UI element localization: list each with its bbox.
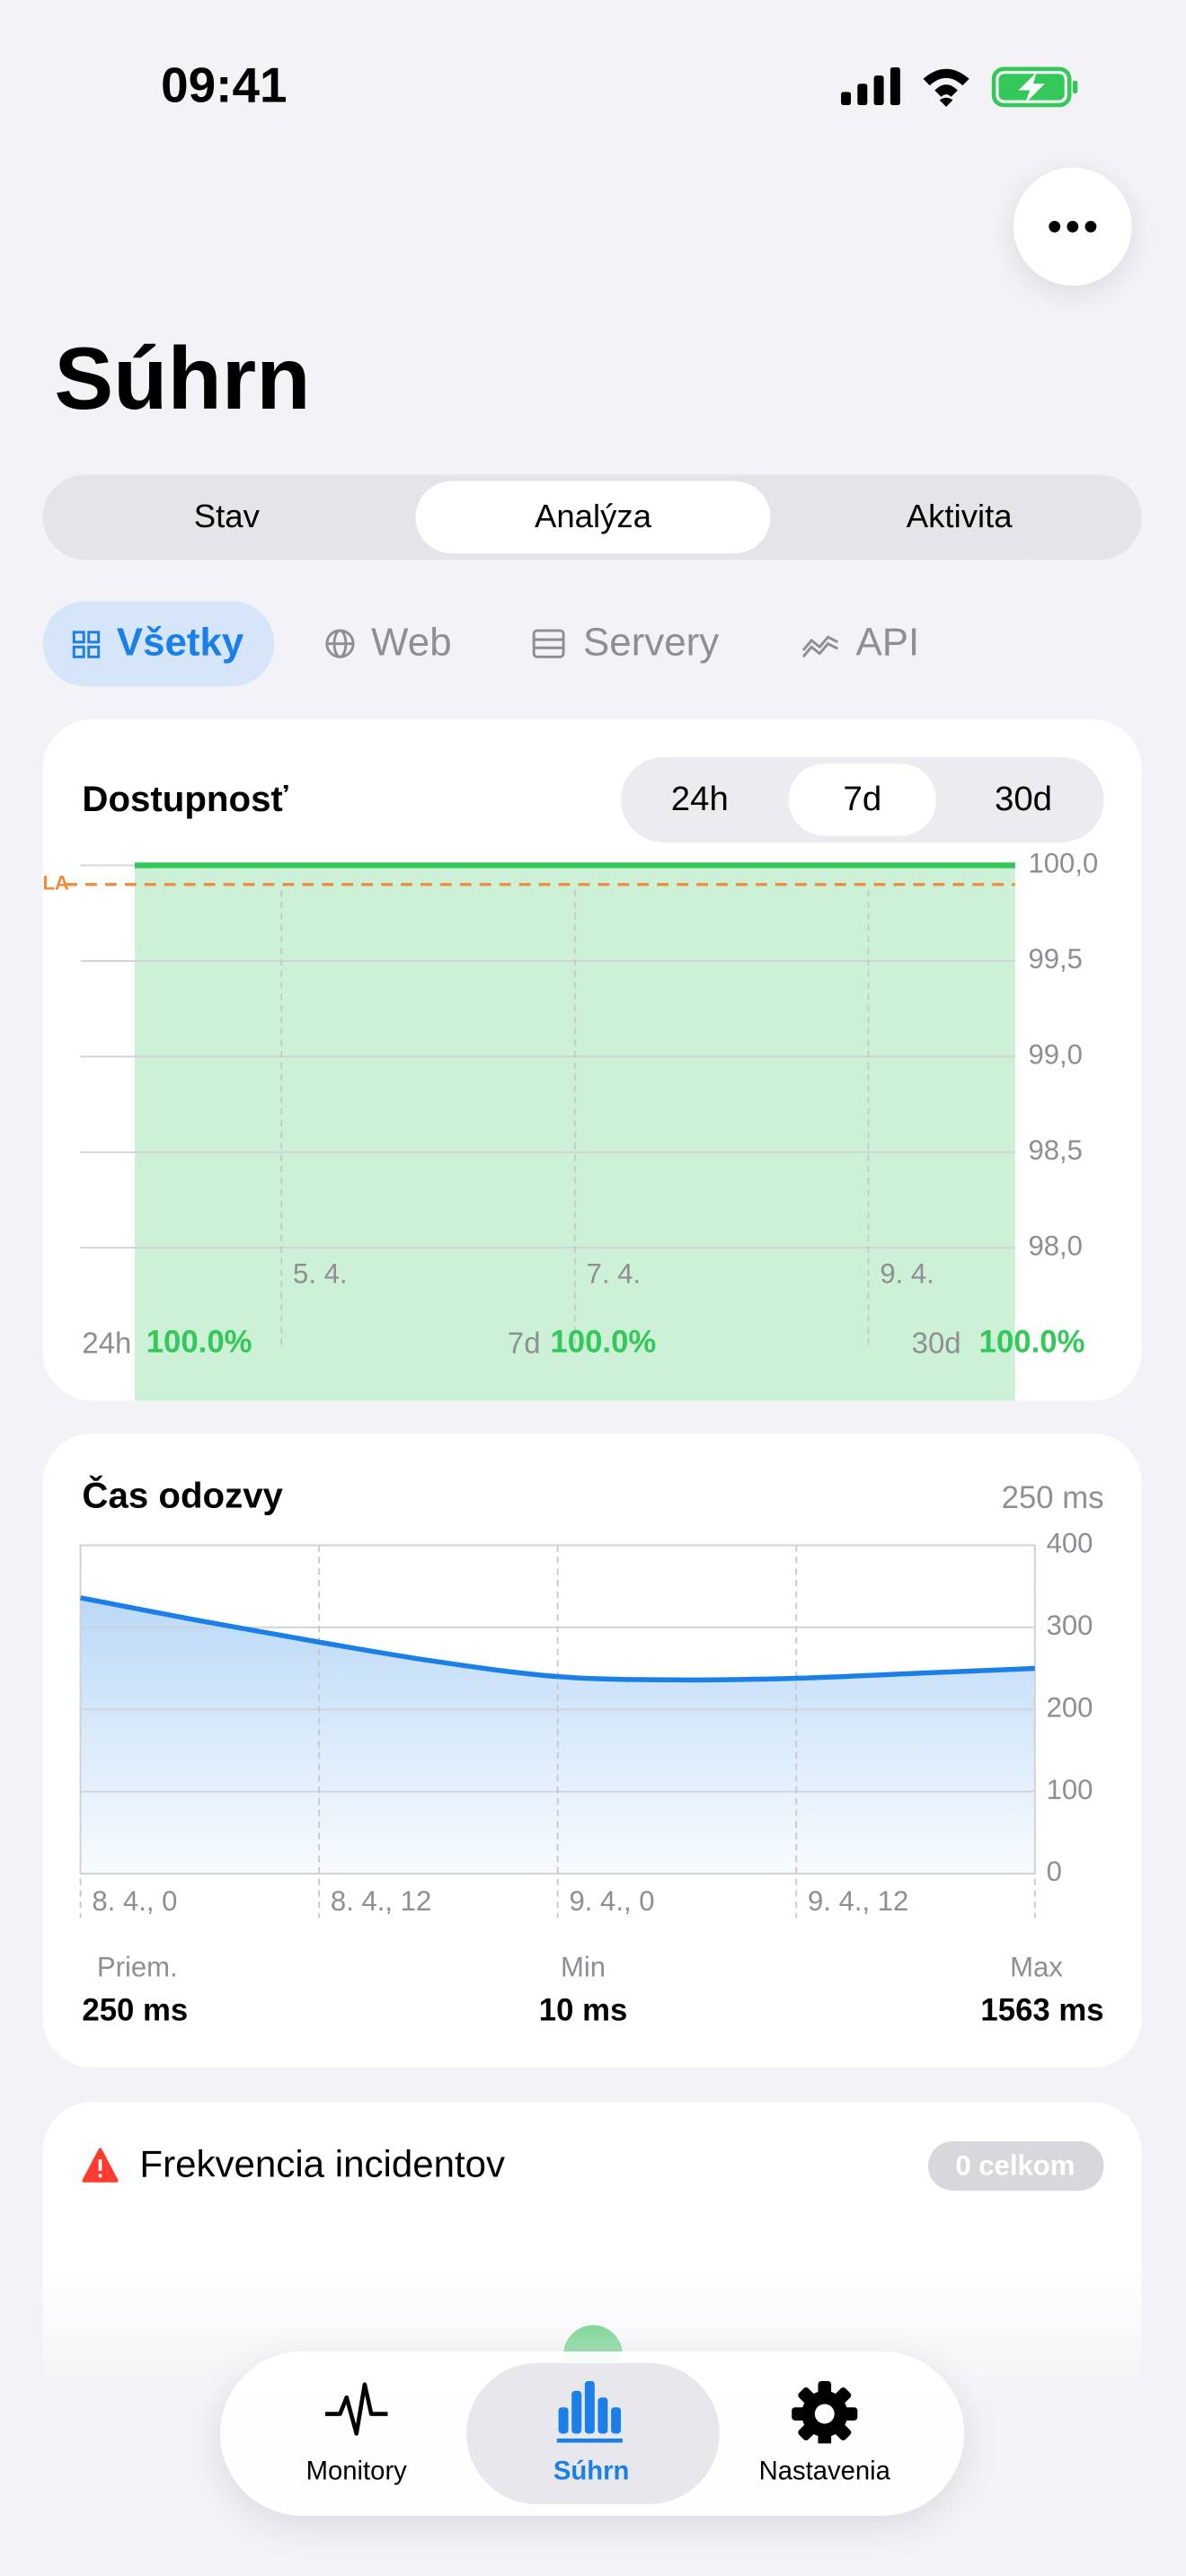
segment[interactable]: Aktivita — [906, 498, 1013, 536]
stat-value: 250 ms — [82, 1994, 189, 2029]
card-subtitle: 250 ms — [1001, 1481, 1104, 1517]
range[interactable]: 30d — [994, 781, 1053, 819]
plot-frame — [79, 1544, 1036, 1875]
x-tick-label: 5. 4. — [293, 1258, 347, 1290]
range[interactable]: 24h — [670, 781, 729, 819]
stat-label: Min — [560, 1951, 606, 1983]
stat-label: Priem. — [96, 1951, 178, 1983]
y-tick-label: 99,0 — [1028, 1039, 1083, 1071]
line — [80, 1595, 1035, 1683]
tab-label[interactable]: Súhrn — [553, 2457, 630, 2486]
filter[interactable]: Web — [371, 621, 452, 666]
y-tick-label: 400 — [1047, 1528, 1093, 1559]
range-selected — [788, 763, 937, 836]
card-title: Čas odozvy — [82, 1474, 283, 1516]
y-tick-label: 300 — [1047, 1610, 1093, 1641]
filter[interactable]: API — [855, 621, 920, 666]
y-tick-label: 98,5 — [1028, 1134, 1083, 1166]
response-card: 0 100 200 300 400 8. 4., 0 8. 4., 12 9. 4., 0 9.… — [42, 1434, 1142, 2068]
summary-label: 30d — [911, 1327, 961, 1360]
segment[interactable]: Stav — [193, 498, 260, 536]
more-button[interactable] — [1013, 167, 1132, 287]
warning-icon — [82, 2148, 119, 2183]
x-tick-label: 9. 4., 12 — [808, 1885, 908, 1917]
tab-label[interactable]: Monitory — [305, 2457, 407, 2486]
filter-icons — [72, 629, 355, 658]
response-chart: 0 100 200 300 400 8. 4., 0 8. 4., 12 9. 4., 0 9.… — [79, 1528, 1093, 1919]
summary-value: 100.0% — [978, 1326, 1085, 1361]
summary-label: 7d — [507, 1327, 541, 1360]
card-title: Frekvencia incidentov — [139, 2141, 506, 2185]
tab-icons — [324, 2380, 858, 2444]
filter[interactable]: Servery — [583, 621, 720, 666]
stat-value: 1563 ms — [980, 1994, 1104, 2029]
availability-card: 100,099,599,098,598,05. 4.7. 4.9. 4.SLA … — [42, 719, 1142, 1401]
card-title: Dostupnosť — [82, 778, 288, 820]
summary-value: 100.0% — [146, 1326, 252, 1361]
status-icons — [841, 66, 1078, 108]
x-tick-label: 9. 4., 0 — [569, 1885, 654, 1917]
summary-value: 100.0% — [550, 1326, 657, 1361]
tab-label[interactable]: Nastavenia — [758, 2457, 890, 2486]
y-tick-label: 98,0 — [1028, 1230, 1083, 1261]
x-tick-label: 8. 4., 0 — [92, 1885, 177, 1917]
x-tick-label: 9. 4. — [880, 1258, 934, 1290]
x-tick-label: 8. 4., 12 — [331, 1885, 431, 1917]
status-time: 09:41 — [161, 58, 288, 114]
badge — [927, 2141, 1104, 2191]
x-tick-label: 7. 4. — [587, 1258, 641, 1290]
sla-label: SLA — [43, 872, 69, 895]
availability-chart: 100,0 99,5 99,0 98,5 98,0 5. 4. 7. 4. 9. 4. SLA — [43, 848, 1098, 1401]
range[interactable]: 7d — [843, 781, 882, 819]
y-tick-label: 0 — [1047, 1856, 1062, 1887]
filter[interactable]: Všetky — [116, 621, 244, 666]
filter-selected[interactable] — [42, 601, 275, 687]
filter-icons-2 — [532, 629, 839, 658]
y-tick-label: 100 — [1047, 1774, 1093, 1805]
y-tick-label: 200 — [1047, 1691, 1093, 1723]
segment-selected — [415, 481, 771, 554]
y-tick-label: 99,5 — [1028, 943, 1083, 975]
badge-text: 0 celkom — [955, 2150, 1075, 2182]
y-tick-label: 100,0 — [1028, 848, 1098, 879]
summary-label: 24h — [82, 1327, 132, 1360]
stat-value: 10 ms — [538, 1994, 628, 2029]
stat-label: Max — [1010, 1951, 1063, 1983]
page-title: Súhrn — [54, 330, 311, 429]
segment[interactable]: Analýza — [534, 498, 652, 536]
